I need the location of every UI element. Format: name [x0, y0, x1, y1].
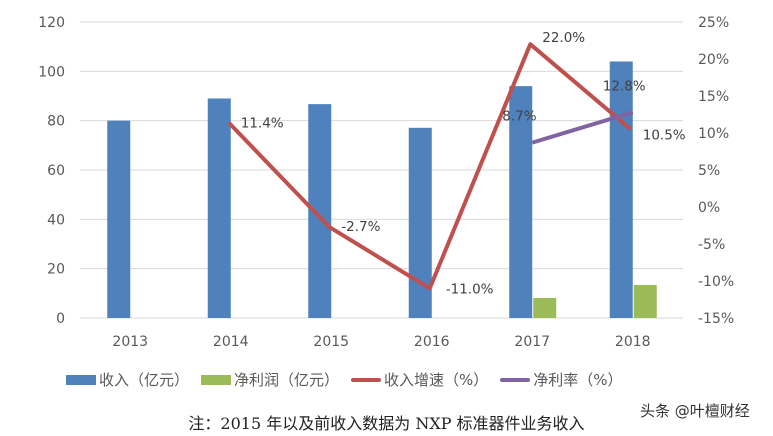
y-left-tick-label: 40 — [47, 212, 65, 228]
legend-swatch — [201, 374, 232, 385]
y-left-tick-label: 80 — [47, 114, 65, 130]
y-right-tick-label: -10% — [698, 274, 734, 290]
bar-revenue — [509, 86, 533, 318]
legend-swatch — [351, 377, 382, 382]
y-right-tick-label: -15% — [698, 311, 734, 327]
y-right-tick-label: 15% — [698, 89, 729, 105]
legend-item-revenue: 收入（亿元） — [66, 369, 189, 390]
line-revenue-growth — [227, 42, 633, 291]
legend-swatch — [66, 374, 96, 385]
bar-revenue — [308, 104, 332, 318]
legend-label: 净利率（%） — [533, 371, 623, 389]
bar-net-profit — [633, 284, 657, 318]
footnote: 注：2015 年以及前收入数据为 NXP 标准器件业务收入 — [188, 414, 585, 433]
y-left-tick-label: 0 — [56, 311, 65, 327]
legend-item-revenue-growth: 收入增速（%） — [351, 369, 488, 390]
y-left-tick-label: 20 — [47, 262, 65, 278]
x-tick-label: 2015 — [313, 334, 349, 350]
legend-item-net-profit: 净利润（亿元） — [201, 369, 339, 390]
bar-revenue — [107, 120, 131, 319]
data-label: 10.5% — [643, 127, 686, 143]
data-label: 8.7% — [502, 109, 536, 125]
x-tick-label: 2018 — [615, 334, 651, 350]
y-right-tick-label: 25% — [698, 15, 729, 31]
data-label: 22.0% — [542, 30, 585, 46]
data-label: -2.7% — [341, 219, 380, 235]
data-label: 12.8% — [603, 78, 646, 94]
bar-revenue — [408, 127, 432, 318]
legend: 收入（亿元） 净利润（亿元） 收入增速（%） 净利率（%） — [66, 369, 635, 390]
x-tick-label: 2013 — [112, 334, 148, 350]
y-left-tick-label: 120 — [38, 15, 65, 31]
y-right-tick-label: 5% — [698, 163, 720, 179]
legend-swatch — [500, 377, 531, 382]
data-label: 11.4% — [241, 116, 284, 132]
legend-label: 收入增速（%） — [384, 371, 489, 389]
watermark: 头条 @叶檀财经 — [640, 402, 750, 420]
legend-label: 收入（亿元） — [99, 371, 190, 389]
x-tick-label: 2016 — [414, 334, 450, 350]
x-tick-label: 2014 — [213, 334, 249, 350]
legend-item-net-margin: 净利率（%） — [500, 369, 623, 390]
bar-revenue — [609, 61, 633, 318]
y-right-tick-label: 10% — [698, 126, 729, 142]
bar-revenue — [207, 98, 231, 318]
y-left-tick-label: 100 — [38, 64, 65, 80]
bar-net-profit — [533, 298, 557, 318]
legend-label: 净利润（亿元） — [234, 371, 340, 389]
chart: 0 20 40 60 80 100 120 -15% -10% -5% 0% 5% 10% 15% 20% 2… — [38, 15, 734, 350]
y-right-tick-label: 0% — [698, 200, 720, 216]
line-net-margin — [531, 110, 634, 145]
y-right-tick-label: -5% — [698, 237, 725, 253]
data-label: -11.0% — [446, 281, 494, 297]
x-tick-label: 2017 — [514, 334, 550, 350]
y-right-tick-label: 20% — [698, 52, 729, 68]
y-left-tick-label: 60 — [47, 163, 65, 179]
